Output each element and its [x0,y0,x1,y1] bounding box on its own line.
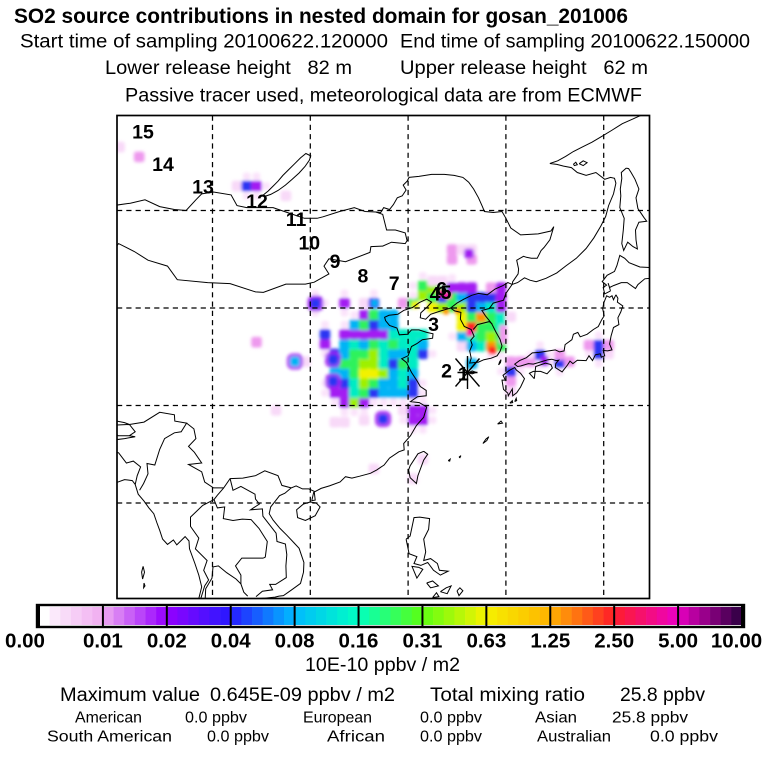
svg-text:15: 15 [132,122,154,144]
svg-text:10E-10 ppbv / m2: 10E-10 ppbv / m2 [305,655,460,676]
svg-text:SO2 source contributions in ne: SO2 source contributions in nested domai… [14,4,628,28]
svg-text:2: 2 [441,361,452,383]
svg-text:5: 5 [441,282,452,304]
svg-text:0.0 ppbv: 0.0 ppbv [650,729,718,746]
svg-text:Lower release height 82 m: Lower release height 82 m [105,58,352,79]
svg-text:11: 11 [286,209,307,231]
svg-text:South American: South American [47,729,172,746]
svg-text:Total mixing ratio: Total mixing ratio [430,685,585,706]
svg-text:0.63: 0.63 [466,630,506,653]
svg-text:American: American [75,710,142,727]
svg-text:Passive tracer used, meteorolo: Passive tracer used, meteorological data… [125,86,642,107]
svg-text:12: 12 [246,191,268,213]
svg-text:Asian: Asian [535,710,577,727]
svg-text:2.50: 2.50 [594,630,634,653]
svg-text:0.16: 0.16 [339,630,379,653]
svg-text:African: African [327,729,385,746]
svg-text:3: 3 [428,314,439,336]
svg-text:0.0 ppbv: 0.0 ppbv [420,710,482,727]
svg-text:1: 1 [458,364,469,386]
svg-text:7: 7 [389,273,400,295]
svg-text:4: 4 [430,284,441,306]
svg-text:0.04: 0.04 [211,630,251,653]
svg-text:13: 13 [192,177,214,199]
svg-text:Australian: Australian [537,729,611,746]
svg-text:5.00: 5.00 [658,630,698,653]
svg-text:25.8 ppbv: 25.8 ppbv [620,685,705,706]
svg-text:Maximum value: Maximum value [60,685,200,706]
svg-text:Upper release height 62 m: Upper release height 62 m [400,58,648,79]
svg-text:0.0 ppbv: 0.0 ppbv [420,729,482,746]
svg-text:0.01: 0.01 [83,630,123,653]
svg-text:8: 8 [357,265,368,287]
svg-text:0.08: 0.08 [275,630,315,653]
svg-text:0.645E-09 ppbv / m2: 0.645E-09 ppbv / m2 [210,685,395,706]
svg-text:0.02: 0.02 [147,630,187,653]
svg-text:0.0 ppbv: 0.0 ppbv [185,710,247,727]
svg-text:Start time of sampling 2010062: Start time of sampling 20100622.120000 [20,32,388,53]
svg-text:0.31: 0.31 [403,630,443,653]
svg-text:European: European [303,710,372,727]
svg-text:14: 14 [152,154,174,176]
svg-text:0.00: 0.00 [5,630,45,653]
svg-text:0.0 ppbv: 0.0 ppbv [207,729,269,746]
svg-text:10: 10 [298,233,320,255]
svg-text:25.8 ppbv: 25.8 ppbv [612,710,688,727]
svg-text:10.00: 10.00 [711,630,762,653]
svg-text:6: 6 [436,279,447,301]
svg-text:1.25: 1.25 [530,630,570,653]
svg-text:9: 9 [330,251,341,273]
svg-text:End time of sampling 20100622.: End time of sampling 20100622.150000 [400,32,750,53]
